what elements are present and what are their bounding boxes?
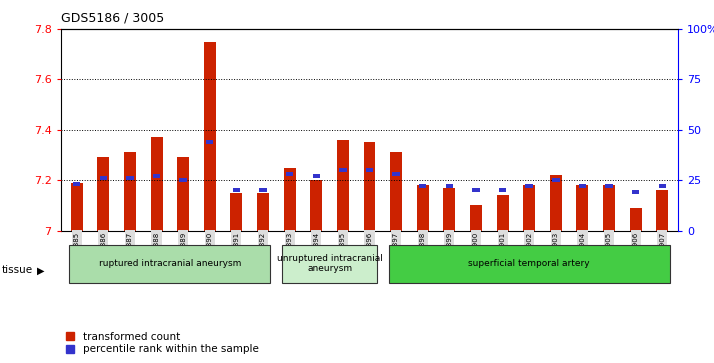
Bar [311, 180, 322, 231]
Bar [313, 174, 320, 178]
Bar [443, 188, 456, 231]
Bar [337, 140, 349, 231]
Bar [526, 184, 533, 188]
Bar [97, 158, 109, 231]
Bar [259, 188, 267, 192]
Bar [366, 168, 373, 172]
Bar [286, 172, 293, 176]
Bar [363, 142, 376, 231]
Bar [552, 178, 560, 182]
Text: superficial temporal artery: superficial temporal artery [468, 259, 590, 268]
Bar [203, 42, 216, 231]
Bar [550, 175, 562, 231]
Bar [177, 158, 189, 231]
Bar [497, 195, 508, 231]
Bar [419, 184, 426, 188]
Bar [417, 185, 428, 231]
Bar [630, 208, 642, 231]
Bar [126, 176, 134, 180]
Text: ruptured intracranial aneurysm: ruptured intracranial aneurysm [99, 259, 241, 268]
Bar [576, 185, 588, 231]
Bar [605, 184, 613, 188]
Bar [632, 190, 640, 195]
Bar [472, 188, 480, 192]
Bar [206, 140, 213, 144]
Legend: transformed count, percentile rank within the sample: transformed count, percentile rank withi… [66, 331, 258, 354]
Bar [523, 185, 536, 231]
Bar [339, 168, 346, 172]
Bar [151, 137, 163, 231]
Bar [71, 183, 83, 231]
Bar [393, 172, 400, 176]
Bar [658, 184, 666, 188]
Bar [603, 185, 615, 231]
Bar [283, 168, 296, 231]
Text: unruptured intracranial
aneurysm: unruptured intracranial aneurysm [276, 253, 383, 273]
Text: tissue: tissue [2, 265, 34, 276]
Bar [446, 184, 453, 188]
FancyBboxPatch shape [282, 245, 377, 283]
Text: ▶: ▶ [37, 265, 45, 276]
FancyBboxPatch shape [69, 245, 271, 283]
Bar [470, 205, 482, 231]
Bar [124, 152, 136, 231]
Bar [73, 182, 81, 186]
Bar [233, 188, 240, 192]
Bar [153, 174, 160, 178]
Bar [231, 193, 242, 231]
FancyBboxPatch shape [389, 245, 670, 283]
Bar [390, 152, 402, 231]
Bar [499, 188, 506, 192]
Bar [179, 178, 187, 182]
Text: GDS5186 / 3005: GDS5186 / 3005 [61, 12, 164, 24]
Bar [99, 176, 107, 180]
Bar [656, 190, 668, 231]
Bar [257, 193, 269, 231]
Bar [579, 184, 586, 188]
